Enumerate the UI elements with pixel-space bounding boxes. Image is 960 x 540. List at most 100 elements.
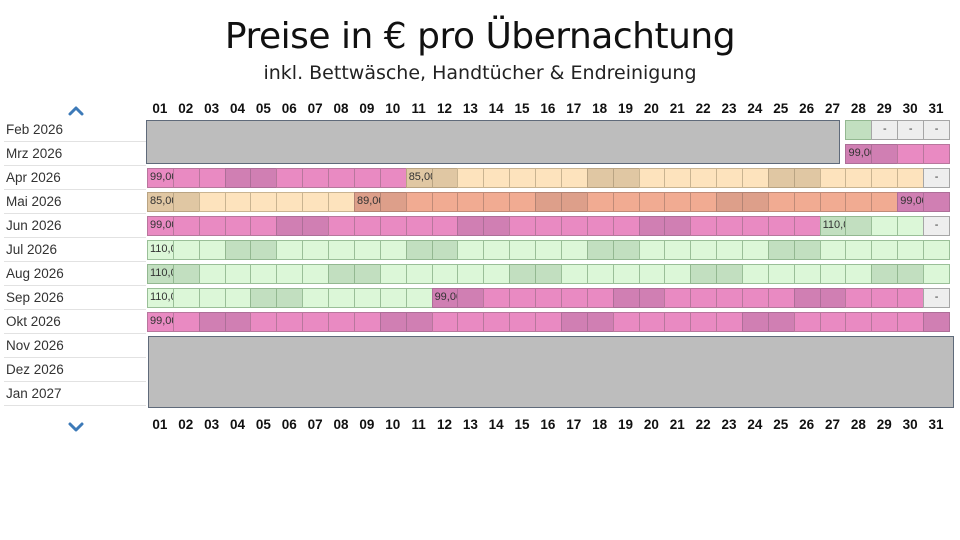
day-cell[interactable] <box>379 168 407 188</box>
day-cell[interactable] <box>586 312 614 332</box>
day-cell[interactable]: 85,00 <box>147 192 178 212</box>
day-cell[interactable]: - <box>923 120 950 140</box>
day-cell[interactable] <box>353 216 381 236</box>
day-cell[interactable]: 110,00 <box>147 288 183 308</box>
day-cell[interactable] <box>276 288 304 308</box>
day-cell[interactable] <box>431 192 459 212</box>
day-cell[interactable] <box>509 312 537 332</box>
day-cell[interactable] <box>664 288 692 308</box>
day-cell[interactable] <box>457 192 485 212</box>
day-cell[interactable] <box>690 216 718 236</box>
day-cell[interactable] <box>535 192 562 212</box>
day-cell[interactable] <box>302 192 330 212</box>
day-cell[interactable] <box>742 240 769 260</box>
day-cell[interactable] <box>535 168 562 188</box>
day-cell[interactable] <box>793 288 821 308</box>
day-cell[interactable] <box>586 240 614 260</box>
month-label[interactable]: Nov 2026 <box>4 334 146 358</box>
day-cell[interactable]: 99,00 <box>147 216 178 236</box>
day-cell[interactable] <box>509 240 537 260</box>
day-cell[interactable] <box>405 312 433 332</box>
day-cell[interactable] <box>328 192 355 212</box>
day-cell[interactable] <box>431 240 459 260</box>
day-cell[interactable] <box>897 216 925 236</box>
day-cell[interactable] <box>871 168 899 188</box>
day-cell[interactable]: 99,00 <box>845 144 876 164</box>
day-cell[interactable] <box>198 168 226 188</box>
day-cell[interactable] <box>586 264 614 284</box>
day-cell[interactable] <box>767 312 795 332</box>
day-cell[interactable] <box>535 216 562 236</box>
day-cell[interactable] <box>560 312 588 332</box>
day-cell[interactable] <box>250 264 278 284</box>
day-cell[interactable] <box>250 168 278 188</box>
day-cell[interactable]: - <box>923 168 950 188</box>
day-cell[interactable] <box>172 192 200 212</box>
day-cell[interactable] <box>716 264 743 284</box>
day-cell[interactable] <box>535 312 562 332</box>
day-cell[interactable] <box>664 240 692 260</box>
day-cell[interactable] <box>224 288 252 308</box>
day-cell[interactable] <box>612 216 640 236</box>
day-cell[interactable] <box>871 264 899 284</box>
day-cell[interactable] <box>586 168 614 188</box>
day-cell[interactable] <box>431 312 459 332</box>
chevron-up-icon[interactable] <box>66 104 86 118</box>
day-cell[interactable] <box>379 216 407 236</box>
day-cell[interactable]: 99,00 <box>147 168 178 188</box>
day-cell[interactable] <box>302 216 330 236</box>
day-cell[interactable] <box>405 216 433 236</box>
day-cell[interactable] <box>560 168 588 188</box>
day-cell[interactable] <box>198 216 226 236</box>
day-cell[interactable] <box>276 240 304 260</box>
day-cell[interactable] <box>612 192 640 212</box>
day-cell[interactable] <box>172 168 200 188</box>
day-cell[interactable] <box>716 168 743 188</box>
day-cell[interactable] <box>690 312 718 332</box>
day-cell[interactable] <box>767 288 795 308</box>
day-cell[interactable] <box>664 216 692 236</box>
month-label[interactable]: Apr 2026 <box>4 166 146 190</box>
day-cell[interactable] <box>819 192 847 212</box>
day-cell[interactable] <box>224 192 252 212</box>
day-cell[interactable] <box>250 240 278 260</box>
day-cell[interactable] <box>638 312 666 332</box>
day-cell[interactable] <box>767 192 795 212</box>
day-cell[interactable] <box>793 240 821 260</box>
day-cell[interactable] <box>871 144 899 164</box>
day-cell[interactable] <box>742 312 769 332</box>
day-cell[interactable] <box>819 264 847 284</box>
day-cell[interactable] <box>405 192 433 212</box>
day-cell[interactable] <box>560 264 588 284</box>
day-cell[interactable] <box>845 240 873 260</box>
day-cell[interactable] <box>198 264 226 284</box>
day-cell[interactable] <box>328 240 355 260</box>
day-cell[interactable] <box>742 264 769 284</box>
day-cell[interactable] <box>742 168 769 188</box>
day-cell[interactable] <box>457 264 485 284</box>
day-cell[interactable] <box>276 192 304 212</box>
day-cell[interactable] <box>638 240 666 260</box>
day-cell[interactable] <box>224 216 252 236</box>
day-cell[interactable]: - <box>923 288 950 308</box>
day-cell[interactable] <box>509 264 537 284</box>
day-cell[interactable] <box>767 168 795 188</box>
day-cell[interactable] <box>353 240 381 260</box>
day-cell[interactable] <box>638 192 666 212</box>
day-cell[interactable] <box>379 192 407 212</box>
day-cell[interactable] <box>483 216 511 236</box>
day-cell[interactable] <box>897 240 925 260</box>
day-cell[interactable] <box>509 216 537 236</box>
day-cell[interactable] <box>457 312 485 332</box>
day-cell[interactable] <box>638 216 666 236</box>
day-cell[interactable] <box>923 264 950 284</box>
day-cell[interactable] <box>560 240 588 260</box>
day-cell[interactable] <box>819 240 847 260</box>
day-cell[interactable] <box>819 288 847 308</box>
day-cell[interactable] <box>328 264 355 284</box>
day-cell[interactable] <box>328 216 355 236</box>
month-label[interactable]: Aug 2026 <box>4 262 146 286</box>
day-cell[interactable] <box>871 288 899 308</box>
day-cell[interactable]: 110,00 <box>147 240 183 260</box>
day-cell[interactable] <box>612 168 640 188</box>
